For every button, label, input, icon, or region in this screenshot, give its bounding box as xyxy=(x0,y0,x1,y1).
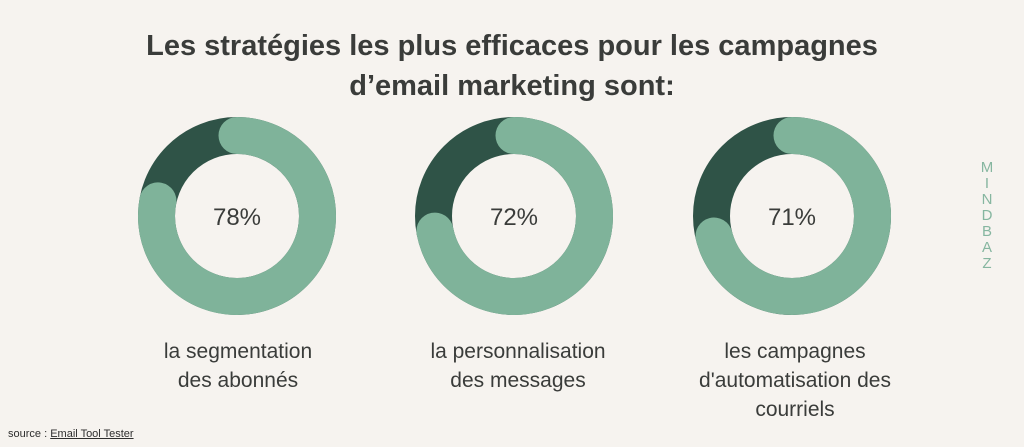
caption-3-line-3: courriels xyxy=(755,398,835,421)
brand-letter-1: M xyxy=(980,159,994,176)
chart-title: Les stratégies les plus efficaces pour l… xyxy=(0,26,1024,106)
donut-2-value-slice xyxy=(416,117,613,315)
donut-caption-2: la personnalisation des messages xyxy=(398,337,638,395)
brand-letter-2: I xyxy=(984,175,990,192)
chart-title-line-2: d’email marketing sont: xyxy=(349,70,675,102)
chart-title-line-1: Les stratégies les plus efficaces pour l… xyxy=(146,30,878,62)
source-link[interactable]: Email Tool Tester xyxy=(50,428,134,440)
donut-1-value-slice xyxy=(138,117,336,315)
source-label: source : xyxy=(8,428,48,440)
donut-caption-3: les campagnes d'automatisation des courr… xyxy=(675,337,915,424)
caption-2-line-2: des messages xyxy=(450,369,586,392)
donut-chart-2: 72% xyxy=(415,117,613,315)
donut-caption-1: la segmentation des abonnés xyxy=(118,337,358,395)
source-note: source : Email Tool Tester xyxy=(8,428,134,440)
caption-3-line-1: les campagnes xyxy=(724,340,866,363)
donut-chart-1: 78% xyxy=(138,117,336,315)
caption-1-line-1: la segmentation xyxy=(163,340,313,363)
donut-3-value-slice xyxy=(695,117,891,315)
donut-3-value-label: 71% xyxy=(768,204,816,231)
brand-letter-7: Z xyxy=(982,255,992,272)
caption-1-line-2: des abonnés xyxy=(177,369,299,392)
brand-letter-5: B xyxy=(981,223,992,240)
brand-logo: M I N D B A Z xyxy=(972,160,1002,272)
donut-2-value-label: 72% xyxy=(490,204,538,231)
donut-chart-3: 71% xyxy=(693,117,891,315)
donut-1-value-label: 78% xyxy=(213,204,261,231)
caption-2-line-1: la personnalisation xyxy=(430,340,606,363)
brand-letter-4: D xyxy=(981,207,993,224)
brand-letter-6: A xyxy=(981,239,992,256)
caption-3-line-2: d'automatisation des xyxy=(699,369,891,392)
brand-letter-3: N xyxy=(981,191,993,208)
